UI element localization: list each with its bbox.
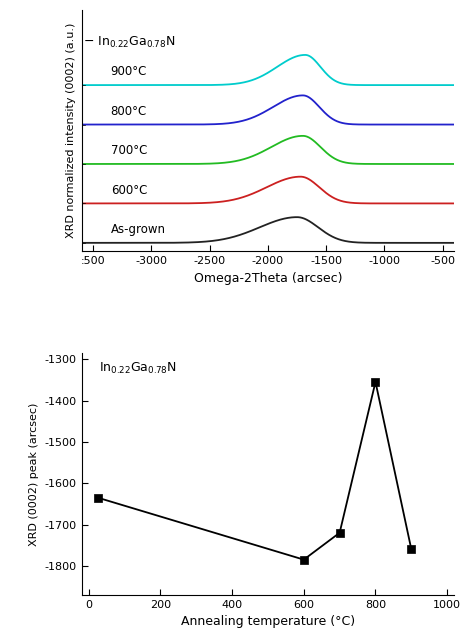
X-axis label: Annealing temperature (°C): Annealing temperature (°C) <box>181 615 355 628</box>
Text: In$_{0.22}$Ga$_{0.78}$N: In$_{0.22}$Ga$_{0.78}$N <box>99 361 178 376</box>
Text: 700°C: 700°C <box>111 144 147 157</box>
Point <box>94 493 102 503</box>
Text: $-$ In$_{0.22}$Ga$_{0.78}$N: $-$ In$_{0.22}$Ga$_{0.78}$N <box>83 35 175 50</box>
Point <box>408 544 415 554</box>
Point <box>372 377 379 387</box>
Point <box>300 554 308 565</box>
Y-axis label: XRD (0002) peak (arcsec): XRD (0002) peak (arcsec) <box>29 402 39 545</box>
Y-axis label: XRD normalized intensity (0002) (a.u.): XRD normalized intensity (0002) (a.u.) <box>66 23 76 238</box>
X-axis label: Omega-2Theta (arcsec): Omega-2Theta (arcsec) <box>194 272 342 285</box>
Text: 800°C: 800°C <box>111 105 147 118</box>
Text: 600°C: 600°C <box>111 183 147 197</box>
Text: As-grown: As-grown <box>111 223 166 236</box>
Text: 900°C: 900°C <box>111 65 147 78</box>
Point <box>336 528 343 538</box>
